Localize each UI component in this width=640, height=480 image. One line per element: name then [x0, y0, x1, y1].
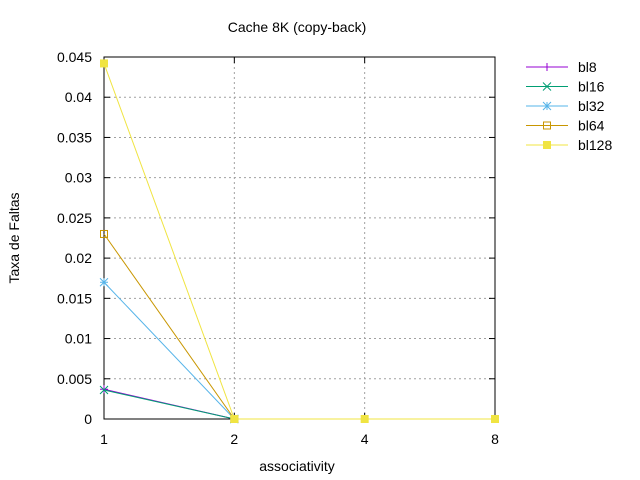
x-tick-label: 1	[100, 431, 108, 447]
series-layer	[99, 59, 499, 424]
data-point	[230, 415, 239, 423]
axis-ticks: 0 0.005 0.01 0.015 0.02 0.025 0.03 0.035 0.04 0.0…	[57, 49, 499, 447]
legend-label: bl128	[578, 137, 612, 153]
legend-label: bl32	[578, 98, 605, 114]
legend-marker	[543, 63, 551, 71]
legend-marker	[542, 82, 552, 91]
y-tick-label: 0.01	[65, 331, 92, 347]
legend-label: bl64	[578, 118, 605, 134]
series-line	[103, 63, 495, 420]
data-point	[99, 385, 109, 395]
x-axis-title: associativity	[259, 458, 334, 474]
series-bl16	[99, 385, 239, 424]
data-point	[100, 385, 108, 394]
series-bl32	[99, 277, 239, 424]
series-line	[103, 233, 235, 420]
legend-marker	[543, 141, 551, 149]
legend-marker	[543, 121, 551, 130]
data-point	[360, 415, 369, 423]
y-tick-label: 0.035	[57, 129, 92, 145]
series-bl128	[100, 59, 499, 423]
grid	[104, 57, 495, 419]
legend-item-bl64: bl64	[526, 118, 605, 134]
legend-label: bl16	[578, 79, 605, 95]
data-point	[100, 229, 108, 238]
y-tick-label: 0.015	[57, 290, 92, 306]
y-tick-label: 0.02	[65, 250, 92, 266]
y-tick-label: 0.005	[57, 371, 92, 387]
legend-item-bl32: bl32	[526, 98, 605, 114]
legend-label: bl8	[578, 59, 597, 75]
legend-marker	[542, 101, 552, 111]
y-tick-label: 0.045	[57, 49, 92, 65]
y-axis-title: Taxa de Faltas	[6, 192, 22, 283]
x-tick-label: 8	[491, 431, 499, 447]
data-point	[100, 59, 108, 68]
legend-item-bl8: bl8	[526, 59, 597, 75]
y-tick-label: 0.025	[57, 210, 92, 226]
legend-item-bl16: bl16	[526, 79, 605, 95]
series-line	[103, 281, 235, 420]
legend: bl8 bl16 bl32 bl64 bl128	[526, 59, 612, 153]
plot-frame	[103, 56, 496, 420]
data-point	[491, 415, 499, 423]
x-tick-label: 4	[361, 431, 369, 447]
data-point	[99, 277, 109, 287]
series-line	[103, 389, 235, 420]
y-tick-label: 0	[84, 411, 92, 427]
y-tick-label: 0.04	[65, 89, 92, 105]
y-tick-label: 0.03	[65, 170, 92, 186]
legend-item-bl128: bl128	[526, 137, 612, 153]
x-tick-label: 2	[230, 431, 238, 447]
chart-title: Cache 8K (copy-back)	[228, 19, 367, 35]
